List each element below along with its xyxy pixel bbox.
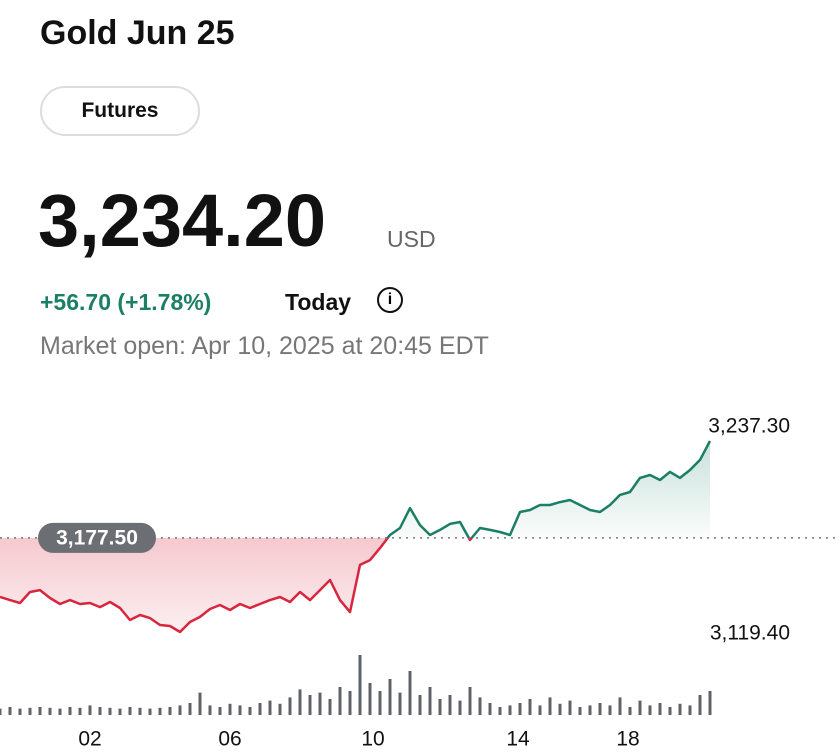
volume-bar	[308, 695, 312, 715]
volume-bar	[158, 707, 162, 715]
volume-bar	[278, 703, 282, 715]
volume-bar	[88, 705, 92, 715]
volume-bar	[18, 708, 22, 715]
x-tick-label: 14	[506, 728, 530, 751]
volume-bar	[318, 692, 322, 715]
volume-bar	[628, 707, 632, 715]
volume-bar	[368, 683, 372, 715]
volume-bar	[358, 655, 362, 715]
volume-bar	[108, 707, 112, 715]
volume-bar	[488, 703, 492, 715]
volume-bar	[668, 707, 672, 715]
volume-bar	[348, 691, 352, 715]
volume-bar	[68, 707, 72, 715]
volume-bar	[638, 700, 642, 715]
period: Today	[285, 289, 352, 315]
currency: USD	[387, 226, 436, 252]
volume-bar	[708, 691, 712, 715]
volume-bar	[388, 679, 392, 715]
volume-bar	[468, 687, 472, 715]
volume-bar	[688, 705, 692, 715]
volume-bar	[248, 707, 252, 715]
x-tick-label: 10	[361, 728, 384, 751]
volume-bar	[288, 697, 292, 715]
volume-bar	[238, 705, 242, 715]
change: +56.70 (+1.78%)	[40, 289, 212, 315]
volume-bar	[658, 703, 662, 715]
volume-bar	[328, 699, 332, 715]
low-label: 3,119.40	[710, 622, 790, 645]
volume-bar	[128, 707, 132, 715]
volume-bar	[438, 699, 442, 715]
x-tick-label: 18	[616, 728, 639, 751]
volume-bar	[678, 703, 682, 715]
volume-bar	[148, 708, 152, 715]
volume-bar	[568, 700, 572, 715]
x-tick-label: 02	[78, 728, 101, 751]
volume-bar	[58, 708, 62, 715]
volume-bar	[178, 705, 182, 715]
high-label: 3,237.30	[708, 415, 790, 438]
volume-bar	[458, 700, 462, 715]
title: Gold Jun 25	[40, 14, 235, 52]
volume-bar	[298, 689, 302, 715]
info-icon[interactable]: i	[377, 287, 403, 313]
price-line	[0, 440, 712, 634]
volume-bar	[138, 707, 142, 715]
price-area	[0, 441, 710, 632]
volume-bar	[378, 691, 382, 715]
volume-bar	[558, 703, 562, 715]
volume-bar	[218, 707, 222, 715]
volume-bar	[418, 695, 422, 715]
volume-bar	[648, 705, 652, 715]
volume-bar	[578, 707, 582, 715]
volume-bar	[588, 705, 592, 715]
volume-bar	[78, 707, 82, 715]
volume-bar	[0, 708, 2, 715]
volume-bar	[338, 687, 342, 715]
previous-close-pill	[38, 522, 156, 553]
volume-bar	[598, 703, 602, 715]
volume-bar	[28, 707, 32, 715]
volume-bar	[208, 705, 212, 715]
volume-bar	[188, 703, 192, 715]
x-tick-label: 06	[218, 728, 241, 751]
volume-bar	[38, 707, 42, 715]
volume-bar	[258, 703, 262, 715]
volume-bar	[478, 697, 482, 715]
volume-bar	[518, 703, 522, 715]
volume-bar	[98, 707, 102, 715]
volume-bar	[48, 707, 52, 715]
volume-bar	[168, 707, 172, 715]
volume-bar	[428, 687, 432, 715]
volume-bar	[508, 705, 512, 715]
volume-bar	[698, 695, 702, 715]
volume-bar	[538, 705, 542, 715]
market-status: Market open: Apr 10, 2025 at 20:45 EDT	[40, 332, 489, 360]
volume-bar	[398, 692, 402, 715]
volume-bar	[448, 695, 452, 715]
price: 3,234.20	[38, 179, 327, 262]
volume-bar	[618, 697, 622, 715]
volume-bar	[498, 707, 502, 715]
volume-bar	[268, 700, 272, 715]
volume-bar	[528, 699, 532, 715]
volume-bar	[548, 697, 552, 715]
futures-tab[interactable]: Futures	[40, 86, 200, 136]
volume-bar	[118, 708, 122, 715]
volume-bar	[408, 671, 412, 715]
volume-bar	[8, 707, 12, 715]
previous-close-label: 3,177.50	[56, 526, 138, 549]
volume-bar	[228, 703, 232, 715]
volume-bar	[198, 692, 202, 715]
volume-bar	[608, 705, 612, 715]
